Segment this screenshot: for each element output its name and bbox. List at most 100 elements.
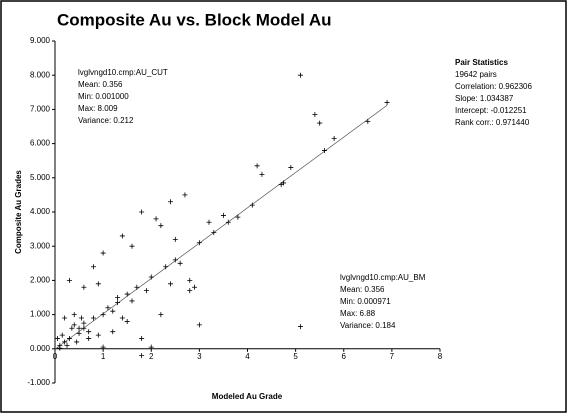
point (259, 171, 265, 177)
point (71, 322, 77, 328)
pair-stats-text: Correlation: 0.962306 (455, 82, 532, 91)
stats-text: Min: 0.001000 (78, 92, 129, 101)
stats-text: Mean: 0.356 (78, 80, 123, 89)
point (100, 250, 106, 256)
point (129, 298, 135, 304)
point (158, 312, 164, 318)
point (192, 284, 198, 290)
pair-stats-text: Slope: 1.034387 (455, 94, 514, 103)
x-tick-label: 2 (149, 352, 154, 361)
point (81, 320, 87, 326)
y-tick-label: 8.000 (30, 70, 51, 79)
pair-stats-text: Pair Statistics (455, 58, 508, 67)
point (196, 322, 202, 328)
chart-title: Composite Au vs. Block Model Au (57, 10, 332, 29)
point (249, 202, 255, 208)
point (220, 212, 226, 218)
point (317, 120, 323, 126)
point (153, 216, 159, 222)
point (139, 353, 145, 359)
point (322, 147, 327, 153)
x-tick-label: 1 (101, 352, 106, 361)
point (62, 339, 68, 345)
y-tick-label: 9.000 (30, 36, 51, 45)
point (143, 288, 149, 294)
point (158, 223, 164, 229)
point (124, 291, 130, 297)
y-tick-label: 2.000 (30, 276, 51, 285)
point (172, 236, 178, 242)
pair-stats-text: Intercept: -0.012251 (455, 106, 527, 115)
y-tick-label: 6.000 (30, 139, 51, 148)
point (254, 163, 260, 169)
y-axis-label: Composite Au Grades (14, 170, 23, 254)
point (76, 325, 82, 331)
point (281, 180, 287, 186)
x-tick-label: 0 (53, 352, 58, 361)
point (288, 165, 294, 171)
pair-stats-text: 19642 pairs (455, 70, 497, 79)
point (163, 264, 169, 270)
point (148, 344, 154, 350)
point (148, 274, 154, 280)
y-tick-label: -1.000 (27, 378, 50, 387)
point (78, 315, 84, 321)
y-tick-label: 7.000 (30, 105, 51, 114)
point (312, 112, 318, 118)
point (91, 264, 96, 270)
point (172, 257, 178, 263)
stats-text: Min: 0.000971 (340, 297, 391, 306)
stats-text: Max: 6.88 (340, 309, 376, 318)
x-tick-label: 7 (390, 352, 395, 361)
point (62, 315, 68, 321)
x-tick-label: 5 (293, 352, 298, 361)
point (297, 72, 303, 78)
point (119, 233, 125, 239)
y-tick-label: 1.000 (30, 310, 51, 319)
point (115, 300, 121, 306)
point (95, 281, 101, 287)
point (119, 315, 125, 321)
point (66, 336, 72, 342)
pair-stats-text: Rank corr.: 0.971440 (455, 118, 530, 127)
point (59, 332, 65, 338)
point (124, 318, 130, 324)
x-tick-label: 8 (438, 352, 443, 361)
point (139, 209, 145, 215)
point (331, 135, 337, 141)
point (91, 315, 96, 321)
stats-text: lvglvngd10.cmp:AU_CUT (78, 68, 168, 77)
point (76, 330, 82, 336)
y-tick-label: 0.000 (30, 344, 51, 353)
point (115, 295, 121, 300)
point (74, 339, 80, 345)
point (211, 230, 217, 236)
point (297, 324, 303, 330)
point (66, 277, 72, 283)
stats-text: lvglvngd10.cmp:AU_BM (340, 273, 426, 282)
point (139, 336, 145, 342)
point (225, 219, 231, 225)
point (134, 284, 140, 290)
point (105, 305, 111, 311)
point (81, 325, 87, 331)
trend-line (54, 105, 388, 350)
point (69, 325, 75, 331)
point (110, 308, 116, 314)
stats-text: Variance: 0.184 (340, 321, 396, 330)
point (196, 240, 202, 246)
stats-text: Max: 8.009 (78, 104, 118, 113)
point (187, 277, 193, 283)
point (95, 332, 101, 338)
point (365, 118, 371, 124)
x-tick-label: 6 (342, 352, 347, 361)
point (64, 342, 70, 348)
point (86, 329, 92, 335)
point (86, 336, 92, 342)
point (182, 192, 188, 198)
y-tick-label: 3.000 (30, 241, 51, 250)
point (168, 281, 173, 287)
point (71, 312, 77, 318)
stats-text: Variance: 0.212 (78, 116, 134, 125)
